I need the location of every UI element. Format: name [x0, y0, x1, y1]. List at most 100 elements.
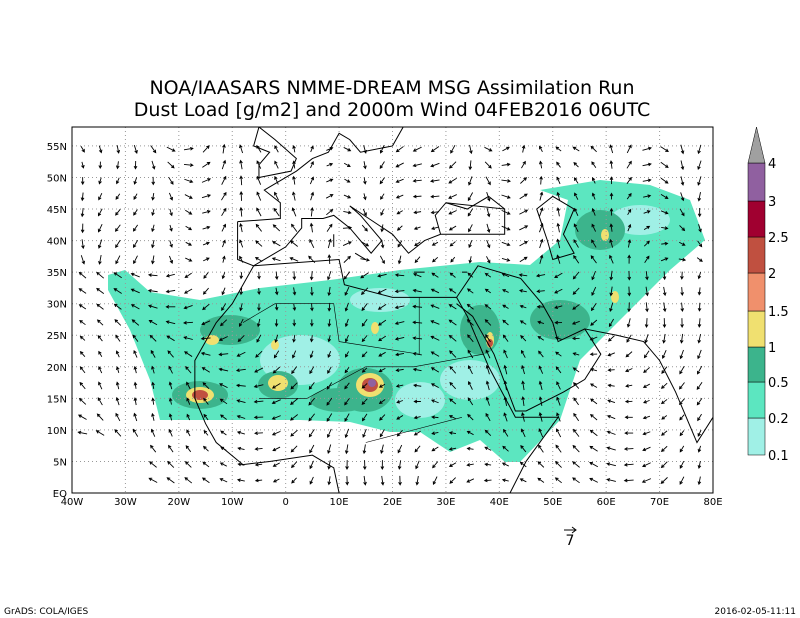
wind-arrow — [380, 209, 385, 216]
wind-arrow — [308, 413, 315, 422]
wind-arrow — [148, 319, 158, 326]
wind-arrow — [520, 444, 527, 453]
wind-arrow — [165, 289, 176, 294]
lon-label: 30W — [114, 497, 137, 508]
wind-arrow — [449, 241, 456, 247]
dust-high — [271, 340, 279, 350]
wind-arrow — [201, 320, 211, 326]
wind-arrow — [184, 178, 194, 183]
wind-arrow — [344, 444, 349, 455]
wind-arrow — [660, 461, 668, 469]
wind-arrow — [98, 381, 103, 390]
wind-arrow — [166, 477, 175, 484]
lat-label: 35N — [47, 268, 67, 279]
wind-arrow — [431, 256, 439, 263]
wind-arrow — [413, 415, 421, 420]
wind-arrow — [256, 207, 262, 217]
wind-arrow — [449, 272, 456, 278]
wind-arrow — [609, 207, 614, 216]
wind-arrow — [219, 478, 228, 483]
wind-arrow — [147, 288, 158, 293]
dust-light — [440, 360, 500, 400]
wind-arrow — [272, 366, 281, 374]
wind-arrow — [218, 352, 229, 357]
wind-arrow — [344, 428, 350, 439]
wind-arrow — [309, 238, 315, 248]
wind-arrow — [166, 335, 175, 342]
wind-arrow — [448, 334, 457, 342]
wind-arrow — [449, 350, 457, 358]
wind-arrow — [292, 175, 296, 185]
wind-arrow — [113, 303, 122, 310]
wind-arrow — [289, 414, 298, 421]
wind-arrow — [536, 273, 546, 278]
wind-arrow — [679, 333, 684, 344]
wind-arrow — [114, 429, 122, 437]
wind-arrow — [222, 239, 226, 248]
wind-arrow — [501, 258, 511, 262]
wind-arrow — [627, 223, 632, 232]
wind-arrow — [697, 445, 702, 453]
wind-arrow — [254, 257, 263, 262]
wind-arrow — [167, 460, 175, 468]
coastline — [237, 202, 506, 267]
wind-arrow — [133, 381, 138, 389]
wind-arrow — [607, 335, 615, 342]
wind-arrow — [289, 240, 298, 247]
wind-arrow — [168, 381, 173, 390]
wind-arrow — [574, 192, 579, 200]
wind-arrow — [538, 428, 544, 438]
wind-arrow — [413, 210, 422, 215]
wind-arrow — [485, 334, 491, 343]
wind-arrow — [662, 333, 666, 344]
wind-arrow — [449, 398, 457, 405]
wind-arrow — [325, 194, 334, 199]
wind-arrow — [430, 210, 440, 215]
lon-label: 10E — [330, 497, 349, 508]
colorbar-label: 0.1 — [768, 449, 789, 464]
wind-arrow — [326, 147, 334, 151]
wind-arrow — [345, 351, 350, 358]
wind-arrow — [273, 207, 280, 217]
wind-arrow — [537, 320, 545, 325]
wind-arrow — [344, 367, 350, 374]
colorbar-bin — [747, 272, 766, 312]
wind-arrow — [169, 255, 174, 264]
wind-arrow — [609, 160, 614, 169]
wind-arrow — [484, 146, 493, 152]
wind-arrow — [183, 163, 194, 167]
wind-arrow — [115, 381, 120, 390]
wind-arrow — [310, 319, 314, 327]
lon-label: 10W — [221, 497, 244, 508]
wind-arrow — [167, 161, 175, 169]
wind-arrow — [97, 334, 103, 342]
wind-arrow — [151, 239, 155, 249]
wind-arrow — [606, 430, 616, 435]
wind-arrow — [79, 366, 86, 374]
lat-label: 45N — [47, 205, 67, 216]
wind-arrow — [537, 461, 545, 468]
wind-arrow — [150, 428, 156, 437]
wind-arrow — [679, 414, 685, 421]
wind-arrow — [660, 146, 669, 153]
wind-arrow — [309, 476, 314, 485]
wind-arrow — [345, 476, 350, 486]
wind-arrow — [274, 145, 279, 153]
wind-arrow — [326, 208, 334, 216]
wind-arrow — [132, 334, 139, 342]
wind-arrow — [412, 194, 422, 199]
wind-arrow — [310, 160, 314, 169]
wind-arrow — [609, 302, 614, 312]
wind-arrow — [556, 176, 561, 185]
wind-arrow — [661, 350, 667, 359]
wind-arrow — [571, 336, 580, 341]
wind-arrow — [449, 381, 457, 390]
wind-arrow — [255, 240, 263, 247]
wind-arrow — [572, 444, 580, 453]
wind-arrow — [254, 478, 263, 483]
wind-arrow — [78, 288, 87, 294]
wind-arrow — [431, 415, 439, 420]
wind-arrow — [591, 239, 597, 248]
wind-arrow — [521, 364, 525, 375]
wind-arrow — [220, 430, 227, 436]
